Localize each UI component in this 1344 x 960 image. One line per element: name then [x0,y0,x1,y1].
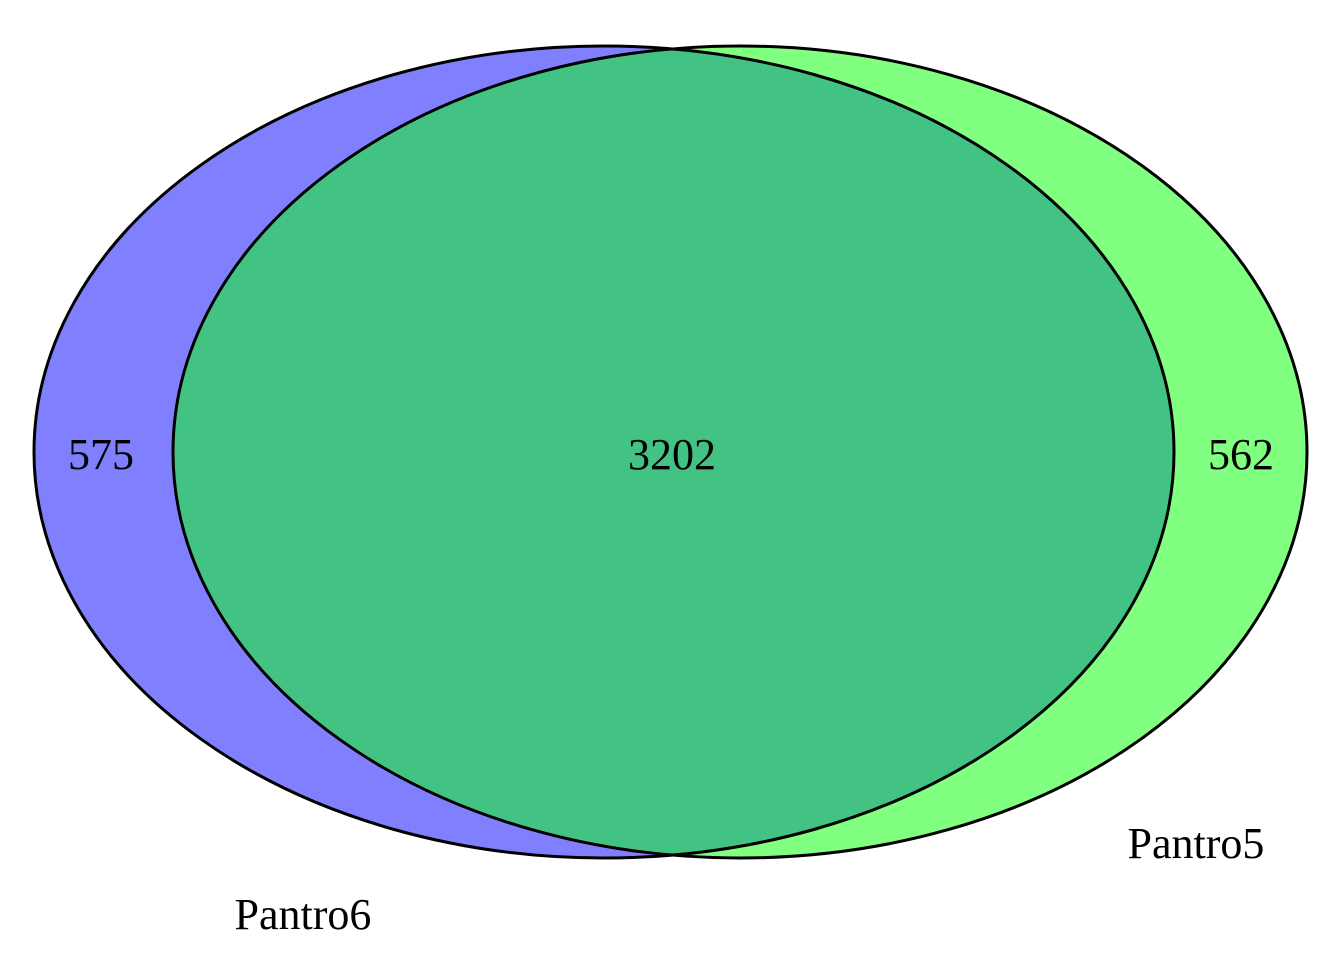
intersection-count: 3202 [628,430,716,479]
intersection-region [173,46,1174,858]
set-pantro6-label: Pantro6 [235,890,372,939]
set-pantro5-outline [171,44,1309,860]
set-pantro6-outline [32,44,1176,860]
set-pantro5-label: Pantro5 [1128,819,1265,868]
pantro6-only-count: 575 [68,430,134,479]
pantro5-only-count: 562 [1208,430,1274,479]
